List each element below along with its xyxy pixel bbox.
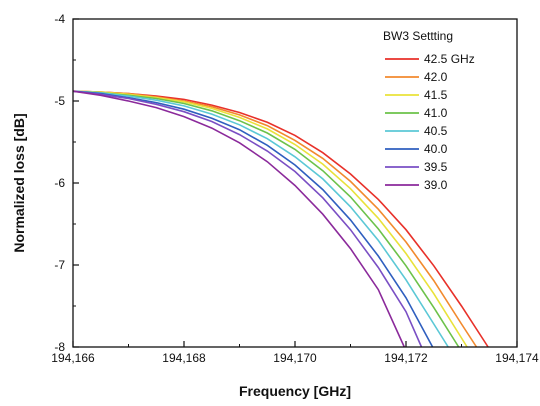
series-line-8: [72, 90, 406, 348]
y-axis: -8 -7 -6 -5 -4: [54, 12, 79, 354]
x-tick-label: 194,170: [273, 351, 317, 365]
x-axis: 194,166 194,168 194,170 194,172 194,174: [51, 341, 539, 365]
y-tick-label: -5: [54, 94, 65, 108]
legend-label: 39.0: [424, 178, 448, 192]
legend-label: 42.5 GHz: [424, 52, 475, 66]
y-tick-label: -8: [54, 340, 65, 354]
y-tick-label: -4: [54, 12, 65, 26]
x-axis-title: Frequency [GHz]: [239, 383, 351, 399]
series-line-4: [72, 90, 460, 348]
y-tick-label: -7: [54, 258, 65, 272]
series-line-3: [72, 90, 468, 348]
x-tick-label: 194,168: [162, 351, 206, 365]
x-tick-label: 194,174: [495, 351, 539, 365]
y-axis-title: Normalized loss [dB]: [11, 113, 27, 252]
y-tick-label: -6: [54, 176, 65, 190]
legend-label: 42.0: [424, 70, 448, 84]
legend-label: 41.5: [424, 88, 448, 102]
x-tick-label: 194,166: [51, 351, 95, 365]
legend: BW3 Settting 42.5 GHz 42.0 41.5 41.0 40.5 40.…: [383, 29, 475, 192]
series-layer: [72, 90, 489, 348]
series-line-6: [72, 90, 434, 348]
legend-label: 40.5: [424, 124, 448, 138]
x-tick-label: 194,172: [384, 351, 428, 365]
series-line-7: [72, 90, 423, 348]
legend-label: 41.0: [424, 106, 448, 120]
series-line-5: [72, 90, 449, 348]
legend-title: BW3 Settting: [383, 29, 453, 43]
legend-label: 39.5: [424, 160, 448, 174]
legend-label: 40.0: [424, 142, 448, 156]
